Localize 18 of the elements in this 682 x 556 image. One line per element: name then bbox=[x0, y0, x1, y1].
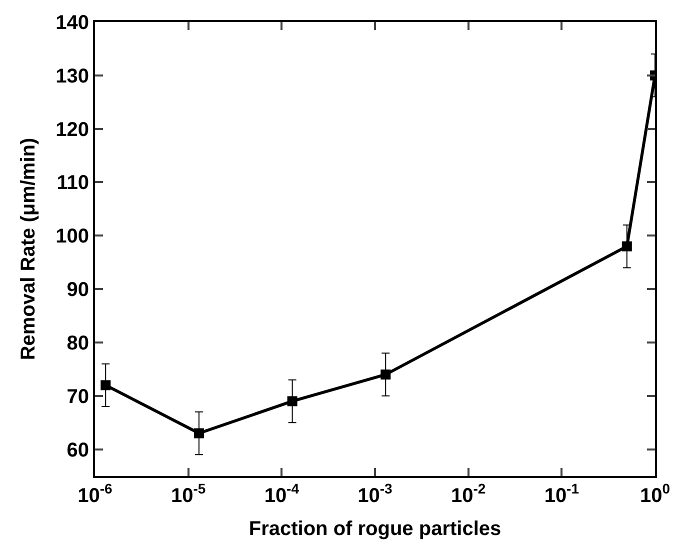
y-tick-label: 110 bbox=[56, 172, 89, 194]
x-tick-label: 10$^{-2}$ bbox=[450, 480, 486, 507]
y-tick-label: 80 bbox=[66, 332, 89, 354]
x-tick-label: 10$^{-1}$ bbox=[544, 480, 580, 507]
x-tick-label: 10$^{-4}$ bbox=[264, 480, 300, 507]
y-tick-label: 90 bbox=[66, 279, 89, 302]
y-tick-label: 120 bbox=[56, 118, 89, 141]
x-tick-label: 10$^{-6}$ bbox=[78, 480, 113, 507]
y-tick-label: 130 bbox=[56, 65, 89, 88]
x-tick-label: 10$^{-3}$ bbox=[358, 480, 393, 507]
y-tick-label: 70 bbox=[66, 386, 89, 408]
x-tick-label: 10$^{-5}$ bbox=[170, 480, 206, 507]
x-axis-title: Fraction of rogue particles bbox=[248, 518, 502, 540]
x-tick-label: 10$^{0}$ bbox=[640, 480, 670, 507]
y-tick-label: 100 bbox=[56, 226, 89, 248]
y-tick-label: 140 bbox=[56, 12, 89, 34]
y-axis-title: Removal Rate (μm/min) bbox=[18, 138, 40, 360]
y-tick-label: 60 bbox=[66, 439, 89, 462]
